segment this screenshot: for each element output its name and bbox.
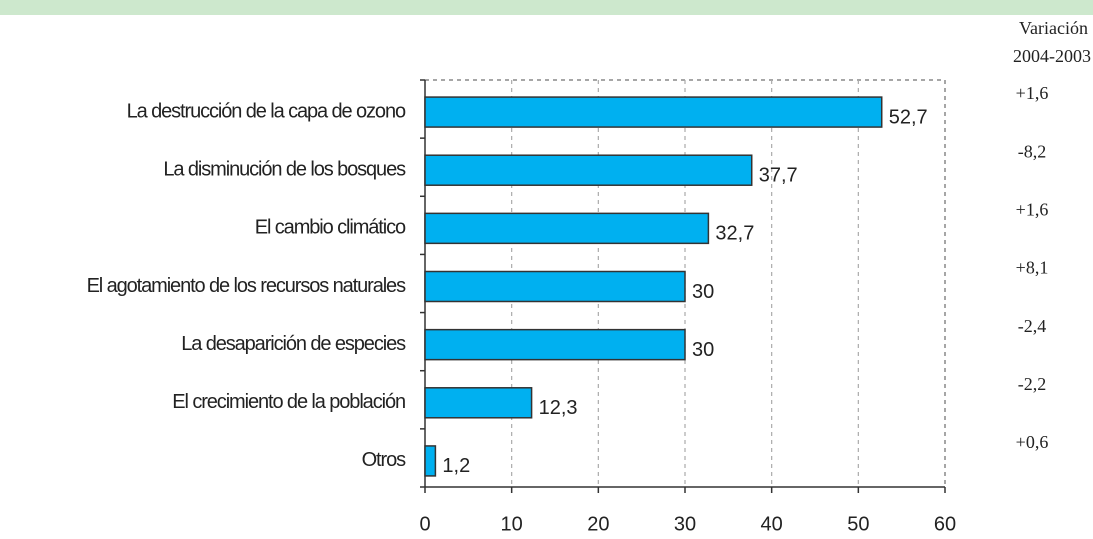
bar — [424, 387, 533, 419]
bar — [424, 328, 686, 361]
variation-header: Variación — [1019, 18, 1088, 38]
value-label: 32,7 — [715, 223, 754, 245]
variation-value: +0,6 — [1016, 432, 1049, 452]
top-band — [0, 0, 1093, 15]
value-label: 37,7 — [759, 164, 798, 186]
category-label: El agotamiento de los recursos naturales — [87, 275, 407, 297]
variation-value: +1,6 — [1016, 83, 1049, 103]
x-tick-label: 10 — [501, 513, 523, 535]
value-label: 1,2 — [442, 455, 470, 477]
category-label: La destrucción de la capa de ozono — [127, 100, 406, 122]
bar — [424, 96, 883, 128]
category-label: El crecimiento de la población — [172, 391, 405, 413]
category-label: La desaparición de especies — [181, 333, 406, 355]
bar — [424, 212, 710, 245]
x-tick-label: 0 — [419, 513, 430, 535]
variation-value: -8,2 — [1018, 141, 1047, 161]
value-label: 52,7 — [889, 106, 928, 128]
variation-header: 2004-2003 — [1013, 46, 1091, 66]
bar — [424, 445, 437, 477]
category-label: El cambio climático — [255, 217, 406, 239]
bar — [424, 154, 753, 186]
variation-value: +1,6 — [1016, 199, 1049, 219]
value-label: 12,3 — [539, 397, 578, 419]
bar — [424, 270, 686, 303]
variation-value: -2,2 — [1018, 374, 1047, 394]
value-label: 30 — [692, 339, 714, 361]
variation-value: -2,4 — [1018, 316, 1047, 336]
x-tick-label: 50 — [847, 513, 869, 535]
x-tick-label: 60 — [934, 513, 956, 535]
category-label: Otros — [362, 449, 406, 471]
x-tick-label: 40 — [761, 513, 783, 535]
variation-value: +8,1 — [1016, 258, 1049, 278]
category-label: La disminución de los bosques — [163, 158, 406, 180]
x-tick-label: 30 — [674, 513, 696, 535]
x-tick-label: 20 — [587, 513, 609, 535]
value-label: 30 — [692, 281, 714, 303]
